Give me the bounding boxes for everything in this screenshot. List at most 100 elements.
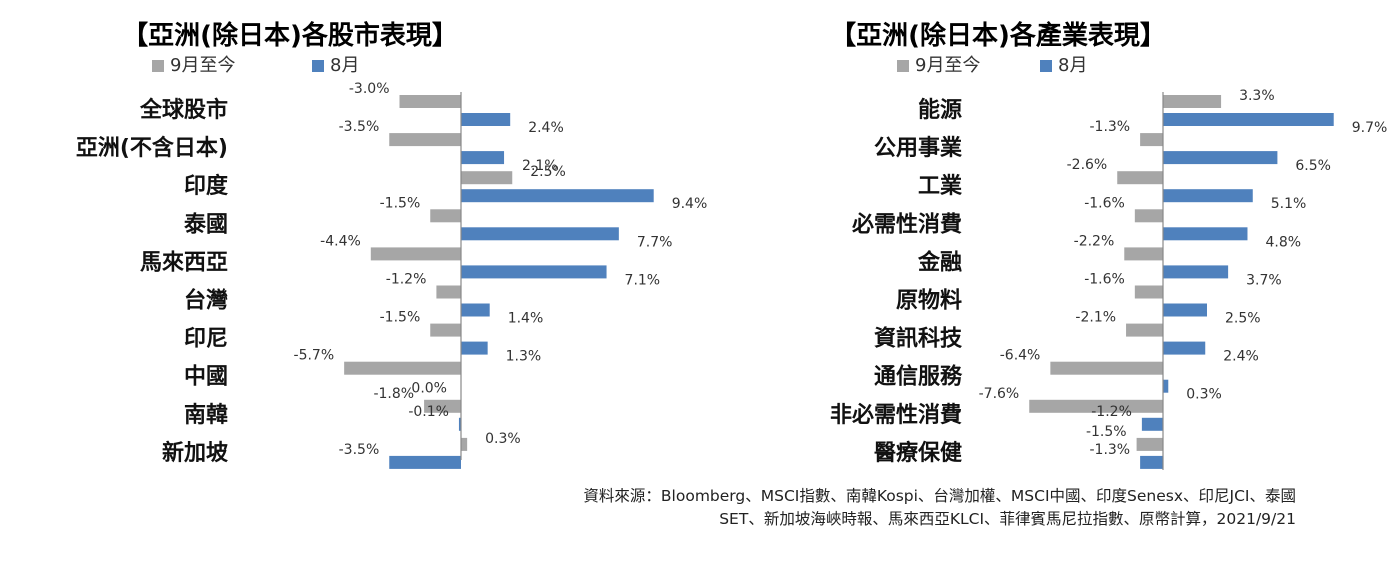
legend-swatch-gray bbox=[897, 60, 909, 72]
value-label: -1.5% bbox=[380, 195, 421, 211]
category-label: 全球股市 bbox=[139, 97, 228, 123]
category-label: 南韓 bbox=[184, 402, 228, 428]
value-label: 3.7% bbox=[1246, 272, 1282, 288]
category-label: 非必需性消費 bbox=[830, 402, 962, 428]
category-label: 印度 bbox=[184, 173, 229, 199]
bar-august bbox=[1163, 303, 1207, 317]
value-label: -1.5% bbox=[380, 310, 421, 326]
value-label: -1.5% bbox=[1086, 424, 1127, 440]
value-label: 2.1% bbox=[522, 158, 558, 174]
bar-sep-to-date bbox=[1140, 133, 1163, 147]
bar-sep-to-date bbox=[436, 285, 461, 299]
bar-august bbox=[389, 455, 461, 469]
bar-august bbox=[461, 265, 607, 279]
bar-sep-to-date bbox=[461, 171, 513, 185]
value-label: 0.0% bbox=[411, 381, 447, 397]
category-label: 公用事業 bbox=[874, 135, 963, 161]
bar-august bbox=[1163, 189, 1253, 203]
value-label: 6.5% bbox=[1295, 158, 1331, 174]
value-label: -1.6% bbox=[1084, 195, 1125, 211]
value-label: -4.4% bbox=[320, 233, 361, 249]
value-label: -1.3% bbox=[1089, 119, 1130, 135]
value-label: 2.5% bbox=[530, 164, 566, 180]
value-label: -1.6% bbox=[1084, 272, 1125, 288]
bar-august bbox=[461, 151, 505, 165]
category-label: 新加坡 bbox=[162, 440, 228, 466]
bar-august bbox=[1163, 379, 1169, 393]
value-label: 1.3% bbox=[506, 349, 542, 365]
category-label: 醫療保健 bbox=[874, 440, 962, 466]
bar-august bbox=[461, 341, 488, 355]
value-label: 1.4% bbox=[508, 311, 544, 327]
source-line-1: 資料來源：Bloomberg、MSCI指數、南韓Kospi、台灣加權、MSCI中… bbox=[583, 487, 1296, 505]
bar-sep-to-date bbox=[1029, 399, 1163, 413]
bar-sep-to-date bbox=[430, 323, 461, 337]
category-label: 工業 bbox=[918, 174, 963, 199]
chart-title: 【亞洲(除日本)各產業表現】 bbox=[830, 20, 1166, 51]
category-label: 亞洲(不含日本) bbox=[76, 135, 228, 161]
bar-august bbox=[1163, 341, 1206, 355]
category-label: 資訊科技 bbox=[874, 326, 963, 352]
value-label: 7.7% bbox=[637, 234, 673, 250]
bar-sep-to-date bbox=[399, 95, 461, 108]
value-label: 2.5% bbox=[1225, 311, 1261, 327]
bar-sep-to-date bbox=[370, 247, 461, 261]
value-label: -2.2% bbox=[1074, 233, 1115, 249]
chart-title: 【亞洲(除日本)各股市表現】 bbox=[122, 20, 458, 51]
bar-sep-to-date bbox=[424, 399, 461, 413]
category-label: 能源 bbox=[918, 97, 962, 123]
value-label: -0.1% bbox=[408, 404, 449, 420]
bar-sep-to-date bbox=[1136, 437, 1163, 451]
value-label: -3.5% bbox=[339, 119, 380, 135]
category-label: 金融 bbox=[917, 249, 962, 275]
value-label: -5.7% bbox=[294, 348, 335, 364]
value-label: 2.4% bbox=[528, 120, 564, 136]
legend-label: 8月 bbox=[1058, 55, 1087, 76]
bar-sep-to-date bbox=[1134, 209, 1163, 223]
value-label: 3.3% bbox=[1239, 88, 1275, 104]
bar-august bbox=[461, 227, 619, 241]
value-label: -1.2% bbox=[386, 272, 427, 288]
value-label: -3.5% bbox=[339, 442, 380, 458]
bar-august bbox=[461, 113, 511, 126]
legend-label: 8月 bbox=[330, 55, 359, 76]
value-label: -2.6% bbox=[1067, 157, 1108, 173]
value-label: 0.3% bbox=[1186, 387, 1222, 403]
value-label: -1.3% bbox=[1089, 442, 1130, 458]
legend-swatch-gray bbox=[152, 60, 164, 72]
bar-august bbox=[458, 417, 461, 431]
value-label: -1.8% bbox=[373, 386, 414, 402]
bar-august bbox=[1141, 417, 1163, 431]
category-label: 泰國 bbox=[183, 212, 228, 237]
bar-august bbox=[1163, 265, 1229, 279]
bar-august bbox=[1140, 455, 1163, 469]
legend-label: 9月至今 bbox=[915, 55, 980, 76]
value-label: 9.7% bbox=[1352, 120, 1388, 136]
category-label: 台灣 bbox=[184, 288, 228, 314]
bar-sep-to-date bbox=[1050, 361, 1163, 375]
bar-sep-to-date bbox=[344, 361, 461, 375]
legend-swatch-blue bbox=[312, 60, 324, 72]
bar-august bbox=[461, 303, 490, 317]
category-label: 通信服務 bbox=[874, 364, 963, 390]
bar-august bbox=[1163, 227, 1248, 241]
category-label: 馬來西亞 bbox=[140, 249, 228, 275]
value-label: 9.4% bbox=[672, 196, 708, 212]
value-label: -6.4% bbox=[1000, 348, 1041, 364]
value-label: -2.1% bbox=[1075, 310, 1116, 326]
value-label: -7.6% bbox=[979, 386, 1020, 402]
value-label: 2.4% bbox=[1223, 349, 1259, 365]
bar-sep-to-date bbox=[1124, 247, 1163, 261]
source-note: 資料來源：Bloomberg、MSCI指數、南韓Kospi、台灣加權、MSCI中… bbox=[400, 485, 1296, 531]
bar-august bbox=[1163, 113, 1334, 126]
bar-sep-to-date bbox=[1134, 285, 1163, 299]
bar-august bbox=[1163, 151, 1278, 165]
value-label: 0.3% bbox=[485, 431, 521, 447]
bar-sep-to-date bbox=[389, 133, 461, 147]
bar-sep-to-date bbox=[1163, 95, 1222, 108]
value-label: 4.8% bbox=[1265, 234, 1301, 250]
bar-sep-to-date bbox=[430, 209, 461, 223]
bar-sep-to-date bbox=[1126, 323, 1163, 337]
